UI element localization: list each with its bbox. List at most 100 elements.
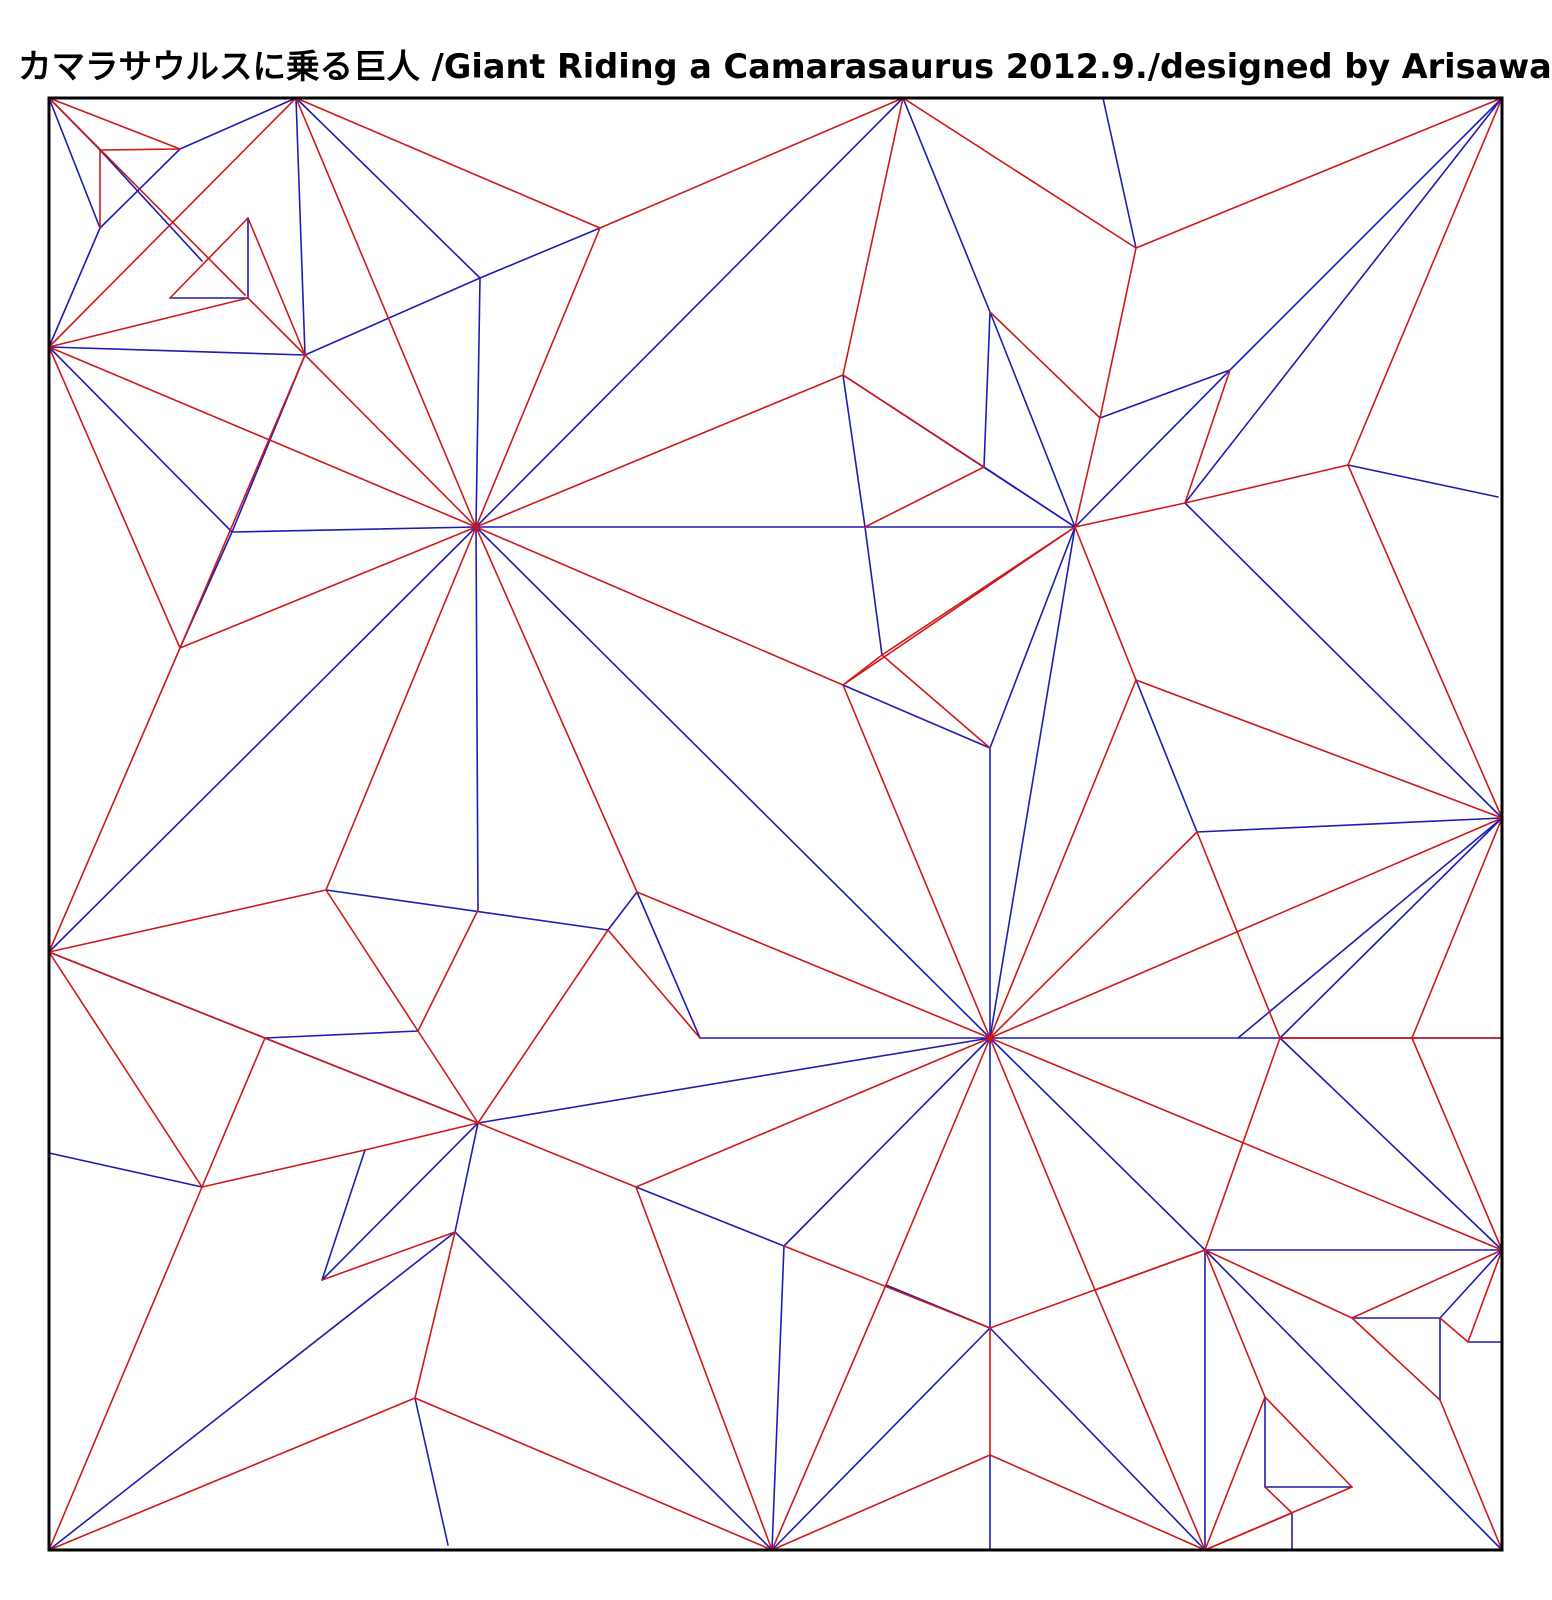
- mountain-fold-line: [169, 217, 249, 299]
- mountain-fold-line: [179, 354, 306, 649]
- mountain-fold-line: [99, 148, 181, 151]
- mountain-fold-line: [1184, 464, 1349, 504]
- mountain-fold-line: [1204, 1037, 1281, 1251]
- mountain-fold-line: [477, 1122, 637, 1188]
- valley-fold-line: [475, 97, 904, 528]
- valley-fold-line: [295, 97, 481, 279]
- valley-fold-line: [48, 97, 101, 229]
- valley-fold-line: [607, 891, 638, 931]
- valley-fold-line: [325, 889, 609, 931]
- valley-fold-line: [304, 277, 481, 356]
- mountain-fold-line: [1204, 1512, 1293, 1551]
- valley-fold-line: [1184, 97, 1503, 504]
- mountain-fold-line: [1204, 1249, 1266, 1398]
- mountain-fold-line: [48, 97, 297, 348]
- mountain-fold-line: [48, 1397, 416, 1551]
- valley-fold-line: [475, 526, 479, 911]
- valley-fold-line: [1135, 679, 1198, 833]
- valley-fold-line: [842, 684, 991, 749]
- mountain-fold-line: [842, 374, 985, 468]
- mountain-fold-line: [304, 354, 477, 528]
- mountain-fold-line: [48, 97, 181, 150]
- valley-fold-line: [231, 526, 477, 533]
- mountain-fold-line: [783, 1245, 991, 1329]
- mountain-fold-line: [842, 526, 1076, 686]
- valley-fold-line: [1229, 97, 1503, 371]
- mountain-fold-line: [1074, 526, 1137, 681]
- mountain-fold-line: [1439, 1317, 1469, 1343]
- mountain-fold-line: [771, 1284, 887, 1551]
- mountain-fold-line: [364, 1122, 479, 1151]
- mountain-fold-line: [1099, 247, 1137, 419]
- valley-fold-line: [48, 1231, 456, 1551]
- mountain-fold-line: [607, 929, 701, 1039]
- mountain-fold-line: [989, 817, 1503, 1039]
- mountain-fold-line: [1094, 1289, 1206, 1551]
- valley-fold-line: [1196, 817, 1503, 833]
- diagram-title: カマラサウルスに乗る巨人 /Giant Riding a Camarasauru…: [18, 47, 1552, 86]
- mountain-fold-line: [48, 647, 181, 953]
- mountain-fold-line: [881, 654, 991, 749]
- valley-folds: [48, 97, 1503, 1551]
- valley-fold-line: [1099, 369, 1231, 419]
- mountain-fold-line: [48, 97, 246, 296]
- valley-fold-line: [1279, 817, 1503, 1039]
- mountain-fold-line: [1264, 1486, 1293, 1514]
- mountain-fold-line: [1351, 1249, 1503, 1319]
- mountain-fold-line: [48, 346, 181, 649]
- valley-fold-line: [1279, 1037, 1503, 1251]
- mountain-fold-line: [1347, 97, 1503, 466]
- mountain-fold-line: [295, 97, 601, 229]
- valley-fold-line: [48, 346, 306, 356]
- valley-fold-line: [414, 1397, 449, 1546]
- mountain-folds: [48, 97, 1503, 1551]
- mountain-fold-line: [1467, 1249, 1503, 1343]
- mountain-fold-line: [1135, 97, 1503, 249]
- mountain-fold-line: [48, 297, 249, 348]
- mountain-fold-line: [295, 97, 477, 528]
- valley-fold-line: [475, 277, 481, 528]
- valley-fold-line: [902, 97, 991, 313]
- mountain-fold-line: [864, 466, 985, 528]
- mountain-fold-line: [1094, 1249, 1206, 1291]
- valley-fold-line: [321, 1122, 479, 1281]
- mountain-fold-line: [989, 1037, 1503, 1251]
- mountain-fold-line: [475, 526, 844, 686]
- valley-fold-line: [989, 1037, 1206, 1251]
- paper-square: [47, 96, 1504, 1552]
- valley-fold-line: [989, 1327, 1206, 1551]
- mountain-fold-line: [989, 831, 1198, 1039]
- valley-fold-line: [264, 1030, 419, 1039]
- mountain-fold-line: [902, 97, 1137, 249]
- mountain-fold-line: [1204, 1249, 1353, 1319]
- valley-fold-line: [1439, 1249, 1503, 1319]
- mountain-fold-line: [1264, 1396, 1353, 1488]
- mountain-fold-line: [842, 97, 904, 376]
- mountain-fold-line: [635, 1037, 991, 1188]
- mountain-fold-line: [1411, 1037, 1503, 1251]
- mountain-fold-line: [264, 1037, 479, 1124]
- mountain-fold-line: [989, 1454, 1206, 1551]
- valley-fold-line: [989, 526, 1076, 749]
- mountain-fold-line: [48, 889, 327, 953]
- valley-fold-line: [771, 1327, 991, 1551]
- valley-fold-line: [771, 1245, 785, 1551]
- mountain-fold-line: [1439, 1399, 1503, 1551]
- mountain-fold-line: [1347, 464, 1503, 819]
- mountain-fold-line: [325, 526, 477, 891]
- mountain-fold-line: [414, 1231, 456, 1399]
- valley-fold-line: [1347, 464, 1499, 498]
- valley-fold-line: [179, 97, 297, 150]
- valley-fold-line: [48, 526, 477, 953]
- mountain-fold-line: [475, 374, 844, 528]
- valley-fold-line: [1237, 817, 1503, 1039]
- valley-fold-line: [635, 1186, 785, 1247]
- mountain-fold-line: [599, 97, 904, 229]
- valley-fold-line: [983, 311, 991, 468]
- mountain-fold-line: [48, 951, 266, 1039]
- mountain-fold-line: [48, 1186, 203, 1551]
- mountain-fold-line: [48, 951, 203, 1188]
- mountain-fold-line: [475, 227, 601, 528]
- valley-fold-line: [48, 346, 233, 533]
